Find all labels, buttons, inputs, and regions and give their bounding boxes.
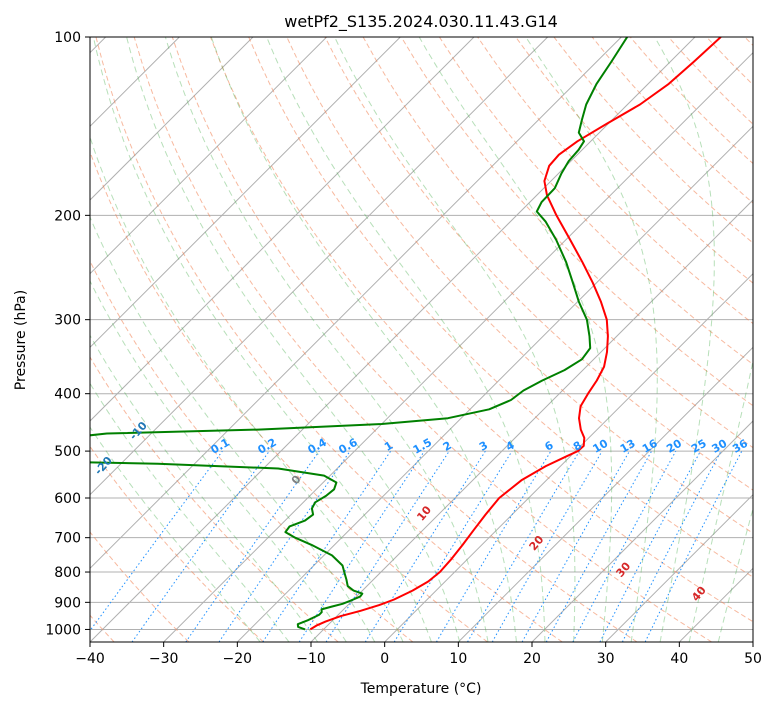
temperature-profile (309, 37, 722, 631)
isotherm-gridlines (90, 37, 753, 642)
mixing-ratio-line (393, 450, 513, 642)
y-tick-label: 200 (54, 208, 81, 224)
dry-adiabat-lines (90, 37, 753, 642)
moist-adiabat (90, 426, 261, 642)
isotherm-line (605, 493, 753, 642)
dry-adiabat (90, 259, 414, 642)
mixing-ratio-line (90, 450, 223, 632)
dry-adiabat (95, 37, 563, 642)
moist-adiabat (525, 37, 658, 642)
y-axis-label: Pressure (hPa) (13, 290, 29, 390)
dry-adiabat (438, 37, 753, 366)
moist-adiabat (126, 37, 461, 642)
y-tick-label: 1000 (45, 622, 81, 638)
dry-adiabat (171, 37, 712, 642)
dry-adiabat (324, 37, 753, 491)
y-tick-label: 500 (54, 444, 81, 460)
isotherm-line (90, 37, 475, 422)
mixing-ratio-line (262, 450, 392, 642)
mixing-ratio-line (545, 450, 653, 642)
mixing-ratio-lines (90, 450, 743, 642)
x-tick-label: 0 (380, 651, 389, 667)
y-tick-label: 100 (54, 30, 81, 46)
dry-adiabat (515, 37, 753, 284)
sounding-profiles (90, 37, 722, 631)
mixing-ratio-line (325, 450, 450, 642)
x-axis-label: Temperature (°C) (360, 681, 482, 697)
moist-adiabat (717, 506, 753, 642)
isotherm-line (90, 37, 401, 349)
isotherm-line (90, 37, 696, 642)
mixing-ratio-line (185, 450, 320, 642)
isotherm-line (531, 420, 753, 642)
x-tick-label: 50 (744, 651, 762, 667)
moist-adiabat (90, 135, 404, 642)
isotherm-line (90, 37, 254, 201)
x-tick-label: −10 (296, 651, 326, 667)
x-tick-label: 20 (523, 651, 541, 667)
moist-adiabat (688, 358, 753, 642)
x-tick-label: −30 (149, 651, 179, 667)
moist-adiabat (92, 37, 432, 642)
isotherm-line (90, 37, 622, 570)
x-tick-label: −40 (75, 651, 105, 667)
mixing-ratio-line (521, 450, 630, 642)
dewpoint-profile (90, 37, 629, 631)
mixing-ratio-line (218, 450, 351, 642)
y-tick-label: 300 (54, 313, 81, 329)
moist-adiabat (90, 382, 290, 642)
dry-adiabat (248, 37, 753, 578)
moist-adiabat (164, 37, 489, 642)
moist-adiabat (90, 215, 376, 642)
isotherm-line (90, 37, 328, 275)
moist-adiabat (654, 37, 715, 642)
isotherm-line (90, 37, 549, 496)
y-tick-label: 800 (54, 565, 81, 581)
dry-adiabat (133, 37, 638, 642)
mixing-ratio-line (644, 450, 743, 642)
moist-adiabat (418, 37, 613, 642)
x-tick-label: −20 (223, 651, 253, 667)
moist-adiabat (210, 37, 517, 642)
isotherm-line (384, 272, 753, 642)
x-tick-label: 10 (449, 651, 467, 667)
dry-adiabat (90, 445, 264, 642)
moist-adiabat (334, 37, 576, 642)
dry-adiabat (90, 531, 190, 642)
x-tick-label: 40 (670, 651, 688, 667)
dry-adiabat (400, 37, 753, 407)
y-axis: 100 200 300 400 500 600 700 800 900 1000 (45, 30, 90, 638)
y-tick-label: 700 (54, 531, 81, 547)
x-axis: −40 −30 −20 −10 0 10 20 30 40 50 (75, 642, 762, 667)
moist-adiabat (90, 334, 319, 642)
y-tick-label: 900 (54, 595, 81, 611)
dry-adiabat (90, 150, 488, 642)
y-tick-label: 400 (54, 387, 81, 403)
mixing-ratio-line (298, 450, 425, 642)
x-tick-label: 30 (597, 651, 615, 667)
chart-title: wetPf2_S135.2024.030.11.43.G14 (284, 12, 558, 32)
mixing-ratio-line (572, 450, 677, 642)
isotherm-line (163, 51, 753, 642)
plot-frame (89, 36, 754, 643)
mixing-ratio-line (131, 450, 270, 642)
dry-adiabat (210, 37, 753, 623)
moist-adiabat (266, 37, 546, 642)
isotherm-line (236, 125, 753, 642)
y-tick-label: 600 (54, 491, 81, 507)
plot-area: -60-50-40-30-20-100.10.20.40.611.5234681… (90, 37, 753, 642)
isotherm-line (457, 346, 753, 642)
plot-background (90, 37, 753, 642)
dry-adiabat (90, 356, 339, 642)
